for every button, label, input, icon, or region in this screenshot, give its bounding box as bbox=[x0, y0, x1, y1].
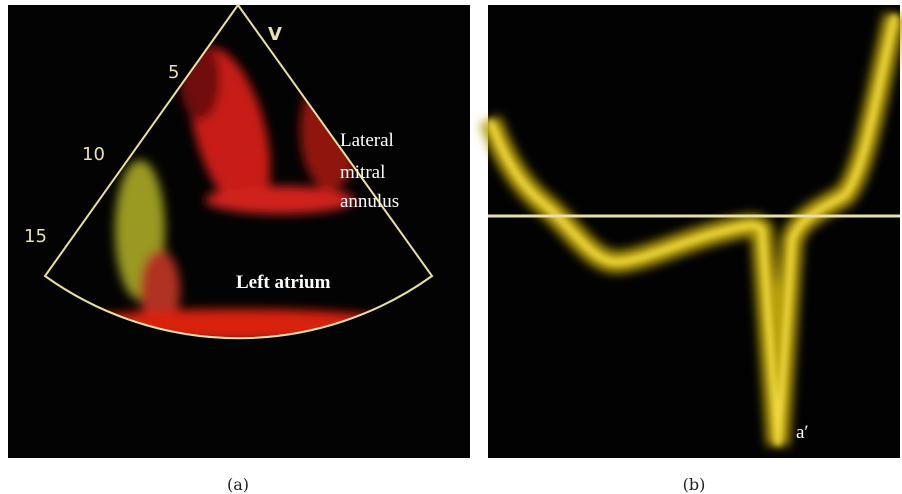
annotation: a′ bbox=[796, 422, 809, 443]
depth-mark: 5 bbox=[168, 62, 179, 83]
depth-mark: 10 bbox=[82, 144, 105, 165]
annotation: Lateral bbox=[340, 130, 394, 151]
page: V 5 10 15 Lateral mitral annulus Left at… bbox=[0, 0, 902, 494]
figure: V 5 10 15 Lateral mitral annulus Left at… bbox=[0, 0, 902, 494]
annotation: mitral bbox=[340, 162, 385, 183]
annotation: annulus bbox=[340, 191, 399, 212]
depth-mark: 15 bbox=[24, 226, 47, 247]
depth-mark: V bbox=[268, 24, 282, 45]
caption: (b) bbox=[683, 475, 706, 494]
annotation: Left atrium bbox=[236, 272, 331, 293]
caption: (a) bbox=[227, 475, 249, 494]
